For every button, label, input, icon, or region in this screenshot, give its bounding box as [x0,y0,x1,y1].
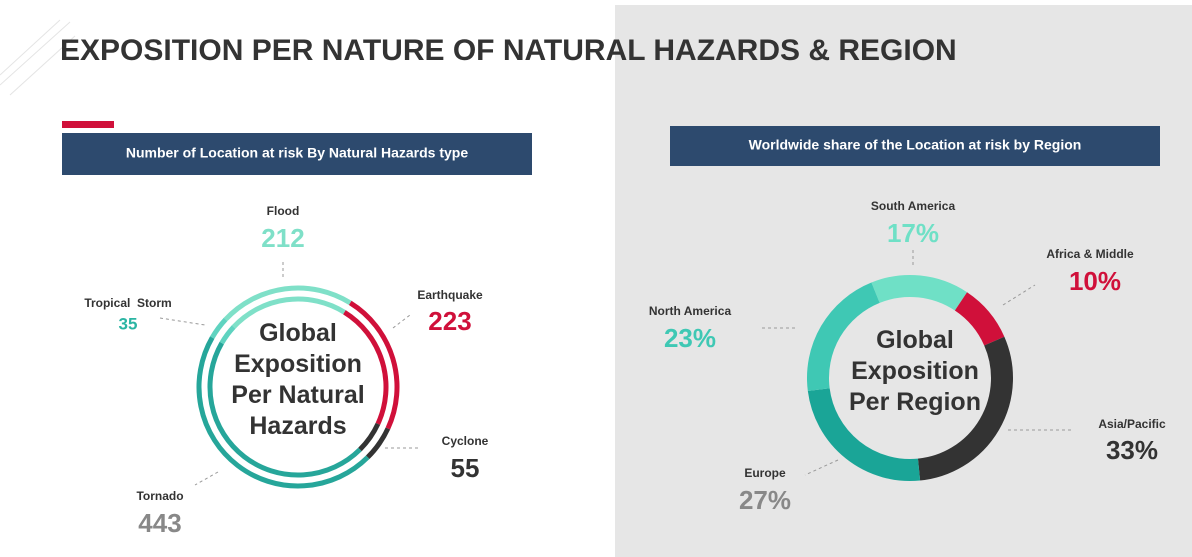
page-title: EXPOSITION PER NATURE OF NATURAL HAZARDS… [60,34,957,67]
category-label: South America [871,199,956,213]
donut-segment [807,387,921,481]
banner [670,126,1160,166]
donut-segment [807,282,880,392]
banner [62,133,532,175]
value-label: 10% [1069,266,1121,296]
category-label: Tropical Storm [84,296,171,310]
value-label: 23% [664,323,716,353]
donut-segment [365,427,391,460]
value-label: 223 [428,306,471,336]
donut-segment [231,296,346,329]
donut-segment [223,285,352,322]
category-label: Flood [267,204,300,218]
accent [62,121,114,128]
value-label: 33% [1106,435,1158,465]
decoration [0,19,76,96]
value-label: 27% [739,485,791,515]
donut-segment [343,310,389,425]
category-label: North America [649,304,732,318]
category-label: Tornado [136,489,183,503]
category-label: Cyclone [442,434,489,448]
leaders [159,250,1072,486]
value-label: 443 [138,508,181,538]
donut-segment [954,292,1005,346]
donut-segment [917,336,1013,481]
donut-segment [207,341,362,478]
donut-segment [348,300,400,430]
value-label: 35 [119,314,138,333]
category-label: Europe [744,466,786,480]
category-label: Africa & Middle [1046,247,1134,261]
donut-segment [196,336,370,489]
donut-segment [871,275,968,311]
chart-title: Worldwide share of the Location at risk … [749,137,1082,153]
category-label: Earthquake [417,288,483,302]
donut-segment [210,317,228,339]
chart-title: Number of Location at risk By Natural Ha… [126,145,469,161]
center-label: Global Exposition Per Natural Hazards [231,319,365,440]
value-label: 17% [887,218,939,248]
center-label: Global Exposition Per Region [849,326,981,416]
donut-segment [219,325,236,345]
value-label: 55 [451,453,480,483]
value-label: 212 [261,223,304,253]
donut-segment [358,422,381,452]
category-label: Asia/Pacific [1098,417,1166,431]
